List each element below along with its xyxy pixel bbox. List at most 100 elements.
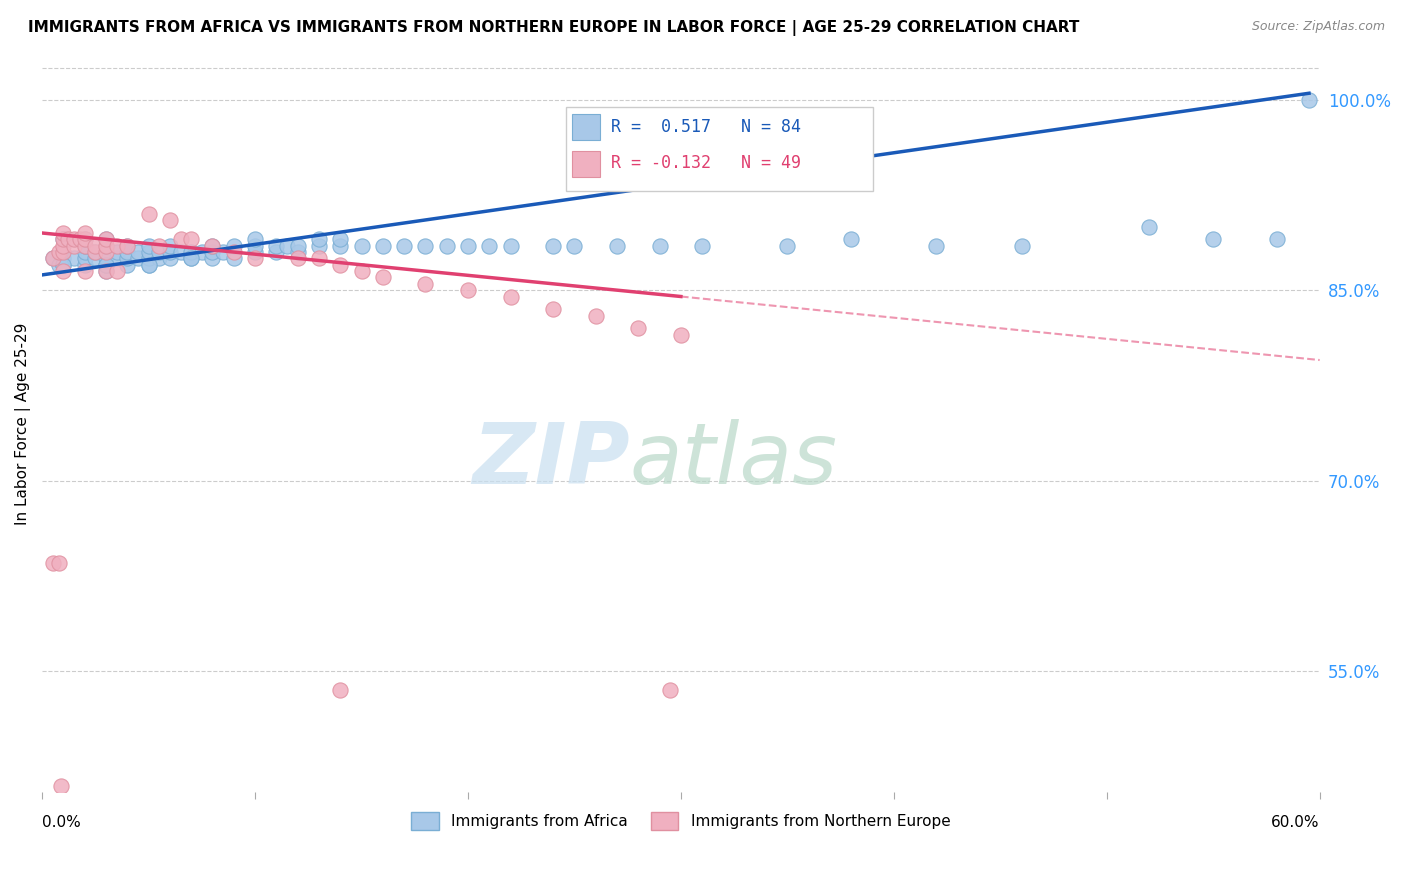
Point [94,245,117,260]
Point [169,232,191,246]
Point [73,232,96,246]
Point [127,252,149,266]
Point [48,245,70,260]
Point [94,258,117,272]
Bar [572,151,600,177]
Point [180,252,202,266]
Point [73,258,96,272]
Bar [572,114,600,140]
Point [148,245,170,260]
Point [51,779,73,793]
Point [73,238,96,252]
Point [148,238,170,252]
Point [776,238,799,252]
Text: R =  0.517   N = 84: R = 0.517 N = 84 [610,118,800,136]
Point [222,245,245,260]
Point [52,226,75,240]
Point [63,232,86,246]
Point [94,264,117,278]
Point [94,238,117,252]
Point [212,245,235,260]
Point [84,245,107,260]
Point [48,556,70,570]
Point [84,245,107,260]
Point [585,309,607,323]
Point [415,238,437,252]
Point [180,252,202,266]
Point [222,238,245,252]
Point [243,245,266,260]
Point [648,238,671,252]
Point [266,245,288,260]
Point [138,252,160,266]
Point [169,245,191,260]
Point [148,252,170,266]
Point [371,238,394,252]
Point [180,232,202,246]
Point [669,327,692,342]
Point [287,238,309,252]
Point [191,245,214,260]
Point [94,264,117,278]
Point [105,238,128,252]
Point [606,238,628,252]
Point [117,238,139,252]
Point [159,245,181,260]
Point [201,252,224,266]
Point [105,245,128,260]
Text: IMMIGRANTS FROM AFRICA VS IMMIGRANTS FROM NORTHERN EUROPE IN LABOR FORCE | AGE 2: IMMIGRANTS FROM AFRICA VS IMMIGRANTS FRO… [28,20,1080,36]
Point [52,245,75,260]
Point [42,556,65,570]
Point [56,232,79,246]
Point [94,238,117,252]
Point [52,232,75,246]
Text: Source: ZipAtlas.com: Source: ZipAtlas.com [1251,20,1385,33]
Point [73,232,96,246]
Point [94,232,117,246]
Point [105,264,128,278]
Text: R = -0.132   N = 49: R = -0.132 N = 49 [610,154,800,172]
Point [287,252,309,266]
Point [63,238,86,252]
Point [52,232,75,246]
Point [52,252,75,266]
Point [105,252,128,266]
Text: atlas: atlas [630,419,838,502]
Point [243,232,266,246]
Point [52,245,75,260]
Point [84,238,107,252]
Point [308,252,330,266]
Point [564,238,586,252]
Point [499,238,522,252]
Point [1202,232,1225,246]
Point [415,277,437,291]
Point [329,238,352,252]
Point [499,289,522,303]
Point [73,252,96,266]
Point [222,252,245,266]
Text: ZIP: ZIP [472,419,630,502]
Point [1265,232,1288,246]
Point [138,258,160,272]
Point [42,252,65,266]
Point [48,258,70,272]
Point [201,238,224,252]
Point [52,264,75,278]
Point [308,238,330,252]
Point [84,252,107,266]
Point [627,321,650,335]
Point [201,245,224,260]
Point [117,252,139,266]
Point [436,238,458,252]
Point [925,238,948,252]
Point [541,302,564,317]
Point [690,238,713,252]
Point [73,238,96,252]
Point [73,245,96,260]
Legend: Immigrants from Africa, Immigrants from Northern Europe: Immigrants from Africa, Immigrants from … [405,806,956,836]
Point [329,683,352,698]
Point [350,238,373,252]
Point [839,232,862,246]
Point [457,238,479,252]
Point [159,238,181,252]
